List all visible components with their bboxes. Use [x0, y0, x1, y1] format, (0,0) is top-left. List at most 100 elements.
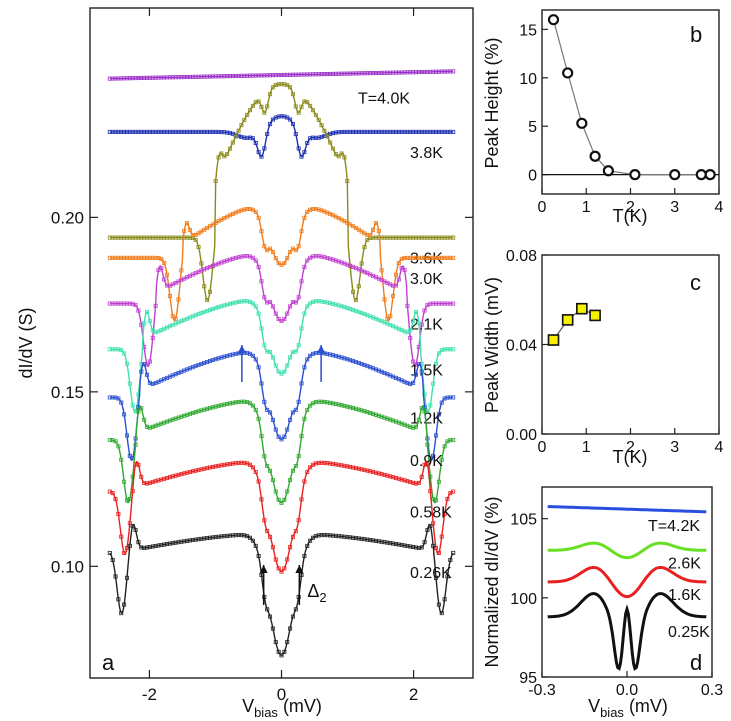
panel-a-point — [276, 497, 281, 502]
panel-d-ytick-label: 105 — [510, 512, 537, 529]
panel-a-point — [359, 261, 364, 266]
panel-a-point — [213, 179, 218, 184]
panel-a-point — [262, 399, 267, 404]
gap-label: Δ2 — [307, 581, 326, 605]
panel-a-point — [133, 442, 138, 447]
panel-a-point — [122, 550, 127, 555]
panel-a-letter: a — [102, 650, 115, 675]
panel-a-point — [248, 462, 253, 467]
panel-a-point — [431, 453, 436, 458]
panel-a-point — [253, 470, 258, 475]
panel-a-point — [136, 462, 141, 467]
panel-a-point — [265, 104, 270, 109]
panel-a-point — [199, 261, 204, 266]
panel-a-point — [368, 232, 373, 237]
panel-d-xtick-label: -0.3 — [528, 682, 556, 699]
panel-a-point — [265, 407, 270, 412]
panel-a-point — [425, 462, 430, 467]
panel-a-point — [273, 256, 278, 261]
panel-a-point — [124, 575, 129, 580]
panel-c-xtick-label: 4 — [715, 439, 724, 456]
panel-a-ytick-label: 0.15 — [51, 383, 84, 402]
panel-a-point — [256, 365, 261, 370]
panel-a-point — [356, 284, 361, 289]
panel-a-point — [265, 464, 270, 469]
panel-a-point — [124, 546, 129, 551]
panel-c-xtick-label: 2 — [626, 439, 635, 456]
panel-a-point — [305, 304, 310, 309]
panel-a-point — [253, 258, 258, 263]
panel-a-point — [322, 128, 327, 133]
panel-c-ytick-label: 0.04 — [506, 338, 537, 355]
panel-a-series: 1.5K — [107, 299, 456, 414]
panel-c-xtick-label: 0 — [538, 439, 547, 456]
panel-a-point — [408, 328, 413, 333]
panel-a-point — [273, 557, 278, 562]
panel-a-point — [299, 326, 304, 331]
panel-a-point — [270, 249, 275, 254]
panel-a-point — [302, 365, 307, 370]
panel-a-point — [268, 410, 273, 415]
panel-a-point — [268, 122, 273, 127]
panel-a-point — [256, 150, 261, 155]
panel-a-point — [448, 557, 453, 562]
panel-a-ytick-label: 0.10 — [51, 557, 84, 576]
panel-a-point — [451, 129, 456, 134]
panel-a-point — [250, 403, 255, 408]
panel-a-point — [165, 272, 170, 277]
panel-a-point — [290, 614, 295, 619]
panel-a-point — [273, 363, 278, 368]
panel-a-point — [276, 369, 281, 374]
panel-c-line — [553, 307, 596, 341]
panel-a-point — [270, 545, 275, 550]
panel-a-point — [282, 317, 287, 322]
panel-a-point — [265, 529, 270, 534]
panel-a-point — [388, 314, 393, 319]
panel-a-point — [299, 229, 304, 234]
panel-a-point — [136, 409, 141, 414]
panel-a-point — [270, 417, 275, 422]
panel-a-point — [259, 326, 264, 331]
panel-a-xtick-label: -2 — [142, 685, 157, 704]
panel-a-point — [302, 416, 307, 421]
panel-a-point — [262, 146, 267, 151]
panel-a-point — [308, 103, 313, 108]
panel-a-point — [333, 152, 338, 157]
panel-a-point — [285, 256, 290, 261]
panel-a-point — [445, 497, 450, 502]
panel-a-point — [259, 154, 264, 159]
panel-a-point — [305, 209, 310, 214]
panel-a-point — [107, 550, 112, 555]
panel-a-point — [422, 308, 427, 313]
panel-d-xtick-label: 0.3 — [701, 682, 723, 699]
panel-a-series: 0.58K — [107, 460, 456, 574]
panel-d-series: 2.6K — [547, 541, 707, 572]
panel-a-point — [193, 237, 198, 242]
panel-a-point — [434, 498, 439, 503]
panel-a-series: 0.26K — [107, 523, 456, 658]
panel-a-series-line — [109, 401, 454, 504]
panel-b-xlabel: T(K) — [613, 206, 648, 226]
panel-a-point — [147, 319, 152, 324]
panel-a-point — [290, 468, 295, 473]
panel-a-point — [376, 228, 381, 233]
panel-a-point — [173, 316, 178, 321]
panel-a-point — [331, 146, 336, 151]
panel-a-point — [293, 300, 298, 305]
panel-a-point — [436, 550, 441, 555]
panel-a-point — [265, 607, 270, 612]
panel-a-point — [299, 104, 304, 109]
panel-a-point — [279, 437, 284, 442]
panel-a-point — [256, 416, 261, 421]
panel-a-point — [436, 602, 441, 607]
panel-c-ytick-label: 0.08 — [506, 248, 537, 265]
panel-a-point — [250, 301, 255, 306]
panel-a-point — [451, 301, 456, 306]
panel-a-point — [293, 607, 298, 612]
panel-a-point — [299, 497, 304, 502]
panel-a-point — [313, 112, 318, 117]
panel-a-point — [413, 372, 418, 377]
panel-c-point — [561, 314, 574, 326]
panel-a-point — [328, 140, 333, 145]
panel-a-point — [259, 279, 264, 284]
